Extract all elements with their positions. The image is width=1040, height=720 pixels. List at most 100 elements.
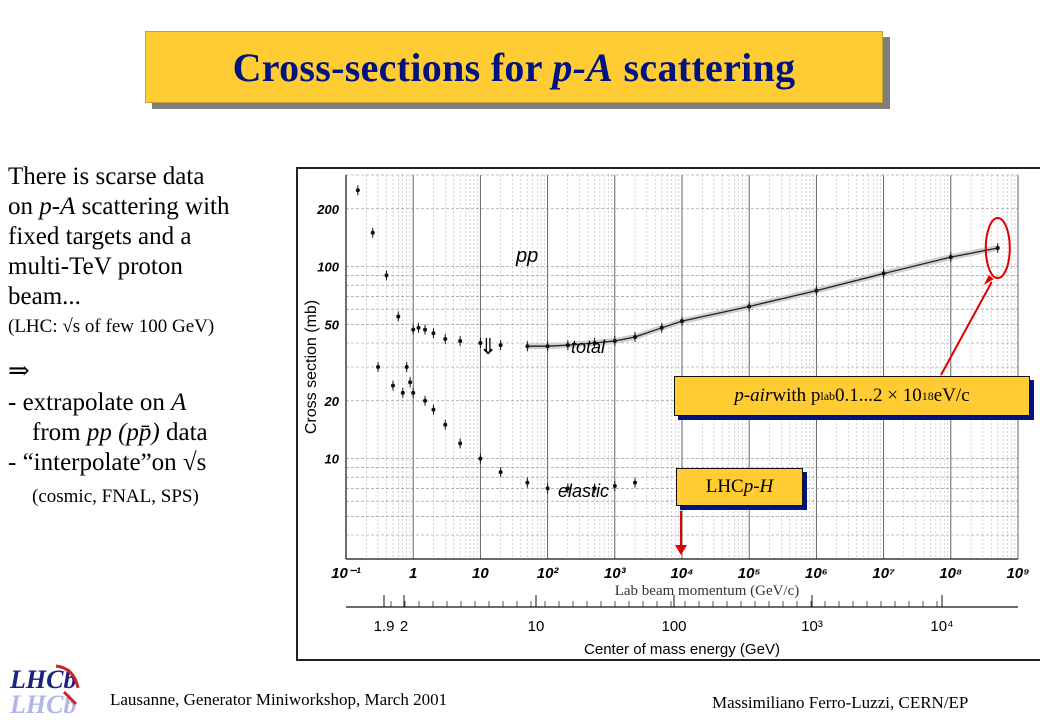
x-axis-label: Lab beam momentum (GeV/c)	[615, 583, 800, 599]
slide-title: Cross-sections for p-A scattering	[232, 44, 796, 90]
marker	[404, 365, 409, 369]
total-point	[881, 268, 886, 279]
x2-axis-label: Center of mass energy (GeV)	[584, 641, 780, 658]
bullet-sources: (cosmic, FNAL, SPS)	[32, 486, 199, 507]
total-point	[416, 322, 421, 333]
marker	[408, 380, 413, 385]
total-point	[411, 324, 416, 335]
marker	[355, 188, 360, 193]
marker	[545, 486, 550, 491]
x2-tick-label: 10³	[801, 618, 823, 635]
total-fit-line	[527, 247, 998, 347]
x-tick-label: 10⁸	[939, 565, 962, 582]
elastic-point	[545, 483, 550, 494]
text-line: fixed targets and a	[8, 223, 192, 250]
elastic-point	[443, 419, 448, 430]
total-point	[431, 328, 436, 339]
footer-event: Lausanne, Generator Miniworkshop, March …	[110, 690, 448, 709]
elastic-point	[592, 483, 597, 494]
marker	[498, 343, 503, 348]
label-down-arrow: ⇓	[479, 335, 497, 360]
total-point	[498, 340, 503, 351]
label-pp: pp	[515, 245, 538, 267]
total-point	[612, 335, 617, 346]
marker	[458, 338, 463, 343]
marker	[881, 271, 886, 276]
y-tick-label: 10	[325, 452, 340, 467]
total-point	[545, 341, 550, 352]
elastic-point	[478, 453, 483, 464]
x-tick-label: 10⁹	[1006, 565, 1029, 582]
total-point	[408, 377, 413, 388]
y-tick-label: 100	[317, 260, 339, 275]
marker	[384, 273, 389, 278]
marker	[423, 398, 428, 403]
total-point	[478, 338, 483, 349]
p-air-callout: p-air with p lab 0.1...2 × 10 18 eV/c	[674, 376, 1030, 416]
marker	[431, 407, 436, 412]
marker	[443, 422, 448, 427]
total-point	[565, 340, 570, 351]
y-tick-label: 20	[324, 394, 340, 409]
left-text-block: There is scarse data on p-A scattering w…	[8, 162, 298, 512]
marker	[370, 230, 375, 235]
title-banner: Cross-sections for p-A scattering	[145, 31, 883, 103]
total-point	[355, 185, 360, 196]
x2-tick-label: 1.9	[374, 618, 395, 635]
marker	[545, 344, 550, 349]
y-axis-label: Cross section (mb)	[303, 300, 320, 434]
total-point	[458, 335, 463, 346]
bullet-extrapolate: - extrapolate on A	[8, 389, 187, 416]
marker	[376, 365, 381, 369]
total-point	[659, 322, 664, 333]
lhcb-logo: LHCb LHCb	[4, 658, 86, 718]
marker	[565, 486, 570, 491]
x2-tick-label: 2	[400, 618, 408, 635]
bullet-interpolate: - “interpolate”on √s	[8, 449, 207, 476]
x-tick-label: 1	[409, 565, 417, 582]
x-tick-label: 10³	[604, 565, 627, 582]
implies-symbol: ⇒	[8, 356, 30, 385]
marker	[400, 390, 405, 395]
marker	[411, 327, 416, 332]
marker	[995, 246, 1000, 251]
marker	[443, 336, 448, 341]
marker	[659, 325, 664, 330]
marker	[948, 255, 953, 260]
x-tick-label: 10⁶	[805, 565, 828, 582]
elastic-point	[458, 438, 463, 449]
total-point	[443, 333, 448, 344]
elastic-point	[411, 387, 416, 398]
y-tick-label: 50	[325, 317, 340, 332]
marker	[633, 480, 638, 485]
marker	[478, 456, 483, 461]
red-arrow-line	[940, 281, 993, 376]
x-tick-label: 10⁴	[670, 565, 693, 582]
highlight-ellipse	[984, 217, 1011, 280]
elastic-point	[423, 395, 428, 406]
text-line: beam...	[8, 283, 81, 310]
x-tick-label: 10⁵	[738, 565, 761, 582]
elastic-point	[498, 467, 503, 478]
elastic-point	[400, 387, 405, 398]
lhc-arrowhead	[675, 545, 687, 555]
marker	[633, 334, 638, 339]
marker	[592, 486, 597, 491]
x-tick-label: 10²	[537, 565, 560, 582]
total-point	[680, 316, 684, 327]
total-point	[948, 252, 953, 263]
marker	[680, 319, 684, 324]
text-line-lhc: (LHC: √s of few 100 GeV)	[8, 316, 215, 337]
x-tick-label: 10⁻¹	[331, 565, 361, 582]
total-point	[995, 243, 1000, 254]
marker	[396, 314, 401, 319]
elastic-point	[431, 404, 436, 415]
text-line: on p-A scattering with	[8, 193, 230, 220]
marker	[592, 341, 597, 346]
lhc-ph-callout: LHC p-H	[676, 468, 803, 506]
marker	[458, 441, 463, 446]
x2-tick-label: 100	[661, 618, 686, 635]
total-point	[814, 285, 819, 296]
marker	[814, 288, 819, 293]
marker	[431, 331, 436, 336]
